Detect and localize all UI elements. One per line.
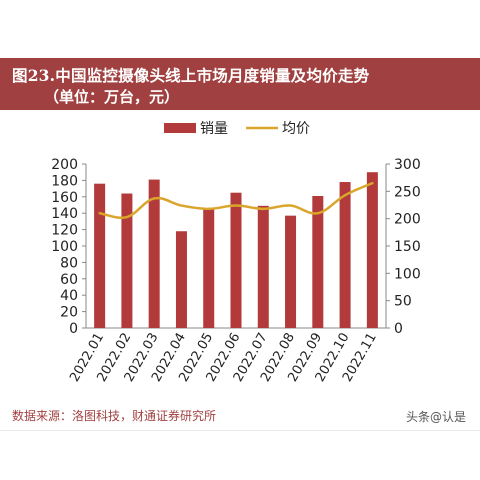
left-tick-label: 180 xyxy=(51,173,78,189)
left-tick-label: 120 xyxy=(51,223,78,239)
left-tick-label: 40 xyxy=(60,288,78,304)
bar-2022.06 xyxy=(230,192,242,328)
right-tick-label: 0 xyxy=(394,321,403,337)
bar-2022.09 xyxy=(312,195,324,328)
left-tick-label: 160 xyxy=(51,190,78,206)
bar-2022.04 xyxy=(175,231,187,328)
price-point-2022.02 xyxy=(125,215,129,219)
divider xyxy=(0,430,480,431)
x-tick-labels: 2022.012022.022022.032022.042022.052022.… xyxy=(67,331,380,385)
price-point-2022.01 xyxy=(98,212,101,215)
legend-label-price: 均价 xyxy=(282,121,310,137)
bar-2022.08 xyxy=(285,215,297,328)
bar-2022.01 xyxy=(94,183,106,328)
legend-swatch-sales xyxy=(164,123,196,133)
bar-2022.07 xyxy=(257,205,269,328)
bar-2022.10 xyxy=(339,182,351,328)
left-tick-label: 200 xyxy=(51,157,78,173)
legend: 销量 均价 xyxy=(164,121,310,137)
right-tick-label: 300 xyxy=(394,157,421,173)
right-tick-label: 100 xyxy=(394,266,421,282)
price-point-2022.08 xyxy=(289,204,292,207)
left-tick-label: 140 xyxy=(51,206,78,222)
line-series xyxy=(98,181,374,219)
bar-2022.03 xyxy=(148,179,160,328)
title-banner: 图23.中国监控摄像头线上市场月度销量及均价走势 （单位：万台，元） xyxy=(0,58,480,110)
right-tick-label: 50 xyxy=(394,294,412,310)
left-tick-label: 0 xyxy=(69,321,78,337)
right-tick-label: 200 xyxy=(394,212,421,228)
price-point-2022.06 xyxy=(234,204,238,207)
bar-2022.05 xyxy=(203,209,215,328)
combo-chart: 销量 均价 02040608010012014016018020005010015… xyxy=(51,121,420,385)
left-tick-label: 80 xyxy=(60,255,78,271)
bar-2022.11 xyxy=(366,172,378,328)
chart-title: 图23.中国监控摄像头线上市场月度销量及均价走势 xyxy=(12,66,370,85)
price-point-2022.05 xyxy=(207,207,210,211)
left-tick-label: 100 xyxy=(51,239,78,255)
right-tick-label: 150 xyxy=(394,239,421,255)
left-tick-label: 20 xyxy=(60,305,78,321)
price-point-2022.04 xyxy=(180,204,183,207)
chart-area: 销量 均价 0 20 40 60 80 100 120 140 160 180 200 0 50 100 15… xyxy=(0,112,480,402)
bar-2022.02 xyxy=(121,193,133,328)
data-source: 数据来源：洛图科技，财通证券研究所 xyxy=(12,409,217,423)
price-point-2022.11 xyxy=(371,181,374,185)
top-margin xyxy=(0,0,480,58)
price-point-2022.07 xyxy=(262,207,265,211)
legend-label-sales: 销量 xyxy=(200,121,228,137)
watermark: 头条@认是 xyxy=(405,410,466,424)
chart-unit: （单位：万台，元） xyxy=(44,88,180,106)
price-point-2022.09 xyxy=(316,212,320,215)
axes: 0204060801001201401601802000501001502002… xyxy=(51,157,420,337)
price-point-2022.03 xyxy=(152,197,156,200)
right-tick-label: 250 xyxy=(394,184,421,200)
left-tick-label: 60 xyxy=(60,272,78,288)
price-point-2022.10 xyxy=(343,193,347,197)
bar-series xyxy=(94,172,378,328)
